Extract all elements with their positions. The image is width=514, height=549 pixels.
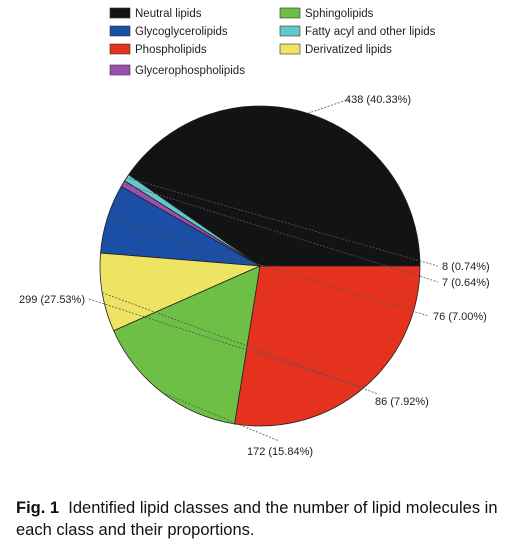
- legend-item-derivatized-lipids: Derivatized lipids: [279, 43, 392, 56]
- legend-item-sphingolipids: Sphingolipids: [279, 7, 374, 20]
- legend-swatch: [109, 43, 131, 55]
- legend-item-glycoglycerolipids: Glycoglycerolipids: [109, 25, 228, 38]
- data-label-phospholipids: 299 (27.53%): [19, 294, 364, 389]
- legend-label: Derivatized lipids: [305, 44, 392, 56]
- data-label-text: 76 (7.00%): [433, 311, 487, 323]
- legend-swatch: [109, 25, 131, 37]
- legend-item-glycerophospholipids: Glycerophospholipids: [109, 64, 245, 77]
- data-label-sphingolipids: 172 (15.84%): [162, 392, 313, 458]
- data-label-text: 438 (40.33%): [345, 94, 411, 106]
- data-label-neutral-lipids: 438 (40.33%): [307, 94, 411, 114]
- legend-swatch: [279, 25, 301, 37]
- legend-swatch: [109, 64, 131, 76]
- leader-line: [126, 177, 439, 267]
- legend-label: Phospholipids: [135, 44, 207, 56]
- pie-slices: [99, 105, 421, 427]
- pie-slice-neutral-lipids: [128, 105, 421, 267]
- data-label-text: 172 (15.84%): [247, 446, 313, 458]
- data-label-text: 8 (0.74%): [442, 261, 490, 273]
- pie-data-labels: 438 (40.33%) 8 (0.74%) 7 (0.64%) 76 (7.00%)…: [19, 94, 490, 458]
- legend-label: Glycoglycerolipids: [135, 26, 228, 38]
- leader-line: [122, 183, 439, 283]
- data-label-fatty-acyl-and-other-lipids: 8 (0.74%): [126, 177, 490, 273]
- leader-line: [107, 218, 430, 317]
- legend-item-neutral-lipids: Neutral lipids: [109, 7, 202, 20]
- data-label-text: 86 (7.92%): [375, 396, 429, 408]
- chart-legend: Neutral lipids Glycoglycerolipids Phosphol…: [109, 7, 436, 77]
- pie-chart: Neutral lipids Glycoglycerolipids Phosphol…: [19, 7, 490, 458]
- leader-line: [88, 298, 364, 389]
- legend-label: Sphingolipids: [305, 8, 374, 20]
- caption-prefix: Fig. 1: [16, 499, 60, 517]
- leader-line: [307, 98, 351, 114]
- data-label-derivatized-lipids: 86 (7.92%): [102, 292, 429, 408]
- legend-label: Glycerophospholipids: [135, 65, 245, 77]
- legend-swatch: [109, 7, 131, 19]
- data-label-text: 299 (27.53%): [19, 294, 85, 306]
- legend-item-phospholipids: Phospholipids: [109, 43, 207, 56]
- legend-label: Fatty acyl and other lipids: [305, 26, 436, 38]
- leader-line: [162, 392, 280, 442]
- legend-item-fatty-acyl-and-other-lipids: Fatty acyl and other lipids: [279, 25, 436, 38]
- data-label-glycerophospholipids: 7 (0.64%): [122, 183, 490, 289]
- caption-text: Identified lipid classes and the number …: [16, 499, 498, 539]
- data-label-glycoglycerolipids: 76 (7.00%): [107, 218, 487, 323]
- data-label-text: 7 (0.64%): [442, 277, 490, 289]
- figure-caption: Fig. 1 Identified lipid classes and the …: [16, 497, 502, 541]
- legend-swatch: [279, 43, 301, 55]
- legend-swatch: [279, 7, 301, 19]
- legend-label: Neutral lipids: [135, 8, 202, 20]
